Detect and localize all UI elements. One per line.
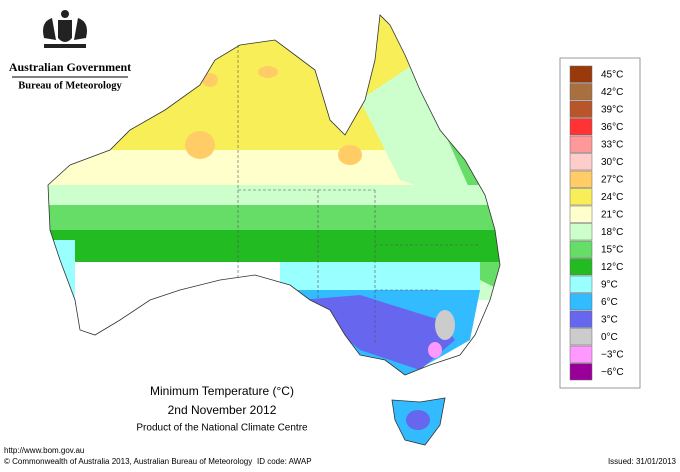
government-name: Australian Government xyxy=(9,60,131,74)
legend-label: 27°C xyxy=(601,174,623,185)
legend-swatch xyxy=(569,275,593,293)
date: 2nd November 2012 xyxy=(168,403,277,417)
legend-label: 12°C xyxy=(601,262,623,273)
title: Minimum Temperature (°C) xyxy=(150,384,294,398)
legend-label: 3°C xyxy=(601,314,618,325)
legend-label: 6°C xyxy=(601,297,618,308)
legend-label: 21°C xyxy=(601,209,623,220)
tasmania-cold xyxy=(406,410,430,430)
legend-swatch xyxy=(569,223,593,241)
legend-swatch xyxy=(569,135,593,153)
legend-swatch xyxy=(569,153,593,171)
legend-swatch xyxy=(569,293,593,311)
legend-label: −6°C xyxy=(601,367,624,378)
coastline xyxy=(47,14,501,376)
legend-label: 18°C xyxy=(601,227,623,238)
legend-swatch xyxy=(569,328,593,346)
legend-swatch xyxy=(569,363,593,381)
legend-label: 30°C xyxy=(601,157,623,168)
legend-label: 33°C xyxy=(601,139,623,150)
legend-swatch xyxy=(569,118,593,136)
legend-label: −3°C xyxy=(601,349,624,360)
legend-label: 15°C xyxy=(601,244,623,255)
legend-swatch xyxy=(569,83,593,101)
issued: Issued: 31/01/2013 xyxy=(608,457,677,466)
legend-swatch xyxy=(569,205,593,223)
legend-swatch xyxy=(569,310,593,328)
legend-label: 45°C xyxy=(601,69,623,80)
legend-label: 9°C xyxy=(601,279,618,290)
legend-swatch xyxy=(569,65,593,83)
legend-swatch xyxy=(569,258,593,276)
id-code: ID code: AWAP xyxy=(257,457,312,466)
url: http://www.bom.gov.au xyxy=(4,446,84,455)
product: Product of the National Climate Centre xyxy=(136,423,308,434)
legend-label: 24°C xyxy=(601,192,623,203)
state-borders xyxy=(237,45,480,345)
legend-label: 42°C xyxy=(601,87,623,98)
legend-swatch xyxy=(569,100,593,118)
legend-label: 0°C xyxy=(601,332,618,343)
legend-label: 39°C xyxy=(601,104,623,115)
legend-label: 36°C xyxy=(601,122,623,133)
bureau-name: Bureau of Meteorology xyxy=(18,80,122,91)
legend-swatch xyxy=(569,188,593,206)
legend-swatch xyxy=(569,345,593,363)
legend-swatch xyxy=(569,170,593,188)
legend: 45°C 42°C 39°C 36°C 33°C 30°C 27°C 24°C 21°C 18°C… xyxy=(569,65,624,381)
crest xyxy=(43,10,87,48)
copyright: © Commonwealth of Australia 2013, Austra… xyxy=(4,457,252,466)
legend-swatch xyxy=(569,240,593,258)
